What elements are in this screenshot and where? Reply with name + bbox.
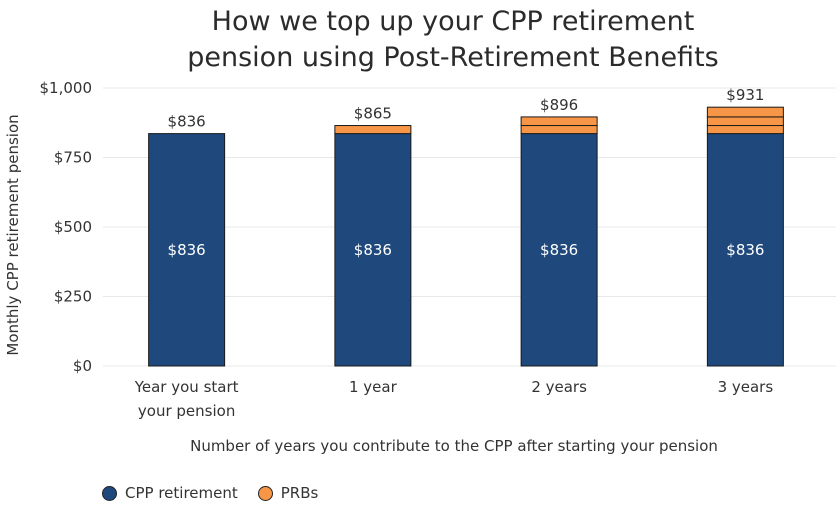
bar-cpp-retirement (148, 133, 226, 367)
bar-total-label: $931 (726, 86, 764, 104)
x-axis-title: Number of years you contribute to the CP… (190, 437, 718, 455)
stacked-bar-chart: $0$250$500$750$1,000 $836$836$836$865$83… (4, 79, 836, 455)
x-category-label: 1 year (349, 378, 398, 396)
bars: $836 $836 $836 $865 $836 $896 $836 $931 (148, 86, 784, 367)
y-tick-label: $750 (54, 149, 92, 167)
bar-prb-segment (334, 125, 412, 135)
y-tick-label: $500 (54, 218, 92, 236)
legend-swatch-cpp-retirement (102, 485, 117, 501)
bar-cpp-retirement (706, 133, 784, 367)
bar-group: $836 $931 (706, 86, 784, 367)
bar-cpp-retirement (520, 133, 598, 367)
bar-prb-segment (706, 116, 784, 127)
chart-title-line-2: pension using Post-Retirement Benefits (187, 42, 719, 73)
y-tick-label: $250 (54, 288, 92, 306)
bar-group: $836 $865 (334, 105, 412, 367)
legend: CPP retirement PRBs (102, 484, 338, 502)
bar-prb-segment (706, 106, 784, 118)
bar-prb-segment (520, 125, 598, 135)
legend-label-cpp-retirement: CPP retirement (125, 484, 238, 502)
bar-total-label: $896 (540, 96, 578, 114)
legend-item-prbs[interactable]: PRBs (257, 484, 319, 502)
x-category-label: 2 years (531, 378, 587, 396)
bar-group: $836 $896 (520, 96, 598, 367)
chart-title-line-1: How we top up your CPP retirement (211, 6, 695, 37)
bar-inner-label: $836 (168, 241, 206, 259)
x-axis-categories: Year you start your pension 1 year 2 years 3… (134, 378, 774, 420)
bar-total-label: $836 (168, 113, 206, 131)
bar-prb-segment (706, 125, 784, 135)
x-category-label: your pension (138, 402, 235, 420)
chart-title: How we top up your CPP retirement pensio… (0, 4, 840, 76)
bar-cpp-retirement (334, 133, 412, 367)
bar-group: $836 $836 (148, 113, 226, 367)
legend-swatch-prbs (257, 485, 273, 501)
y-axis-title: Monthly CPP retirement pension (4, 114, 22, 355)
legend-label-prbs: PRBs (280, 484, 319, 502)
y-axis-ticks: $0 $250 $500 $750 $1,000 (40, 79, 93, 375)
x-category-label: Year you start (134, 378, 239, 396)
bar-total-label: $865 (354, 105, 392, 123)
bar-inner-label: $836 (726, 241, 764, 259)
legend-item-cpp-retirement[interactable]: CPP retirement (102, 484, 238, 502)
y-tick-label: $1,000 (40, 79, 93, 97)
x-category-label: 3 years (718, 378, 774, 396)
y-tick-label: $0 (73, 357, 92, 375)
bar-prb-segment (520, 116, 598, 127)
bar-inner-label: $836 (540, 241, 578, 259)
bar-inner-label: $836 (354, 241, 392, 259)
